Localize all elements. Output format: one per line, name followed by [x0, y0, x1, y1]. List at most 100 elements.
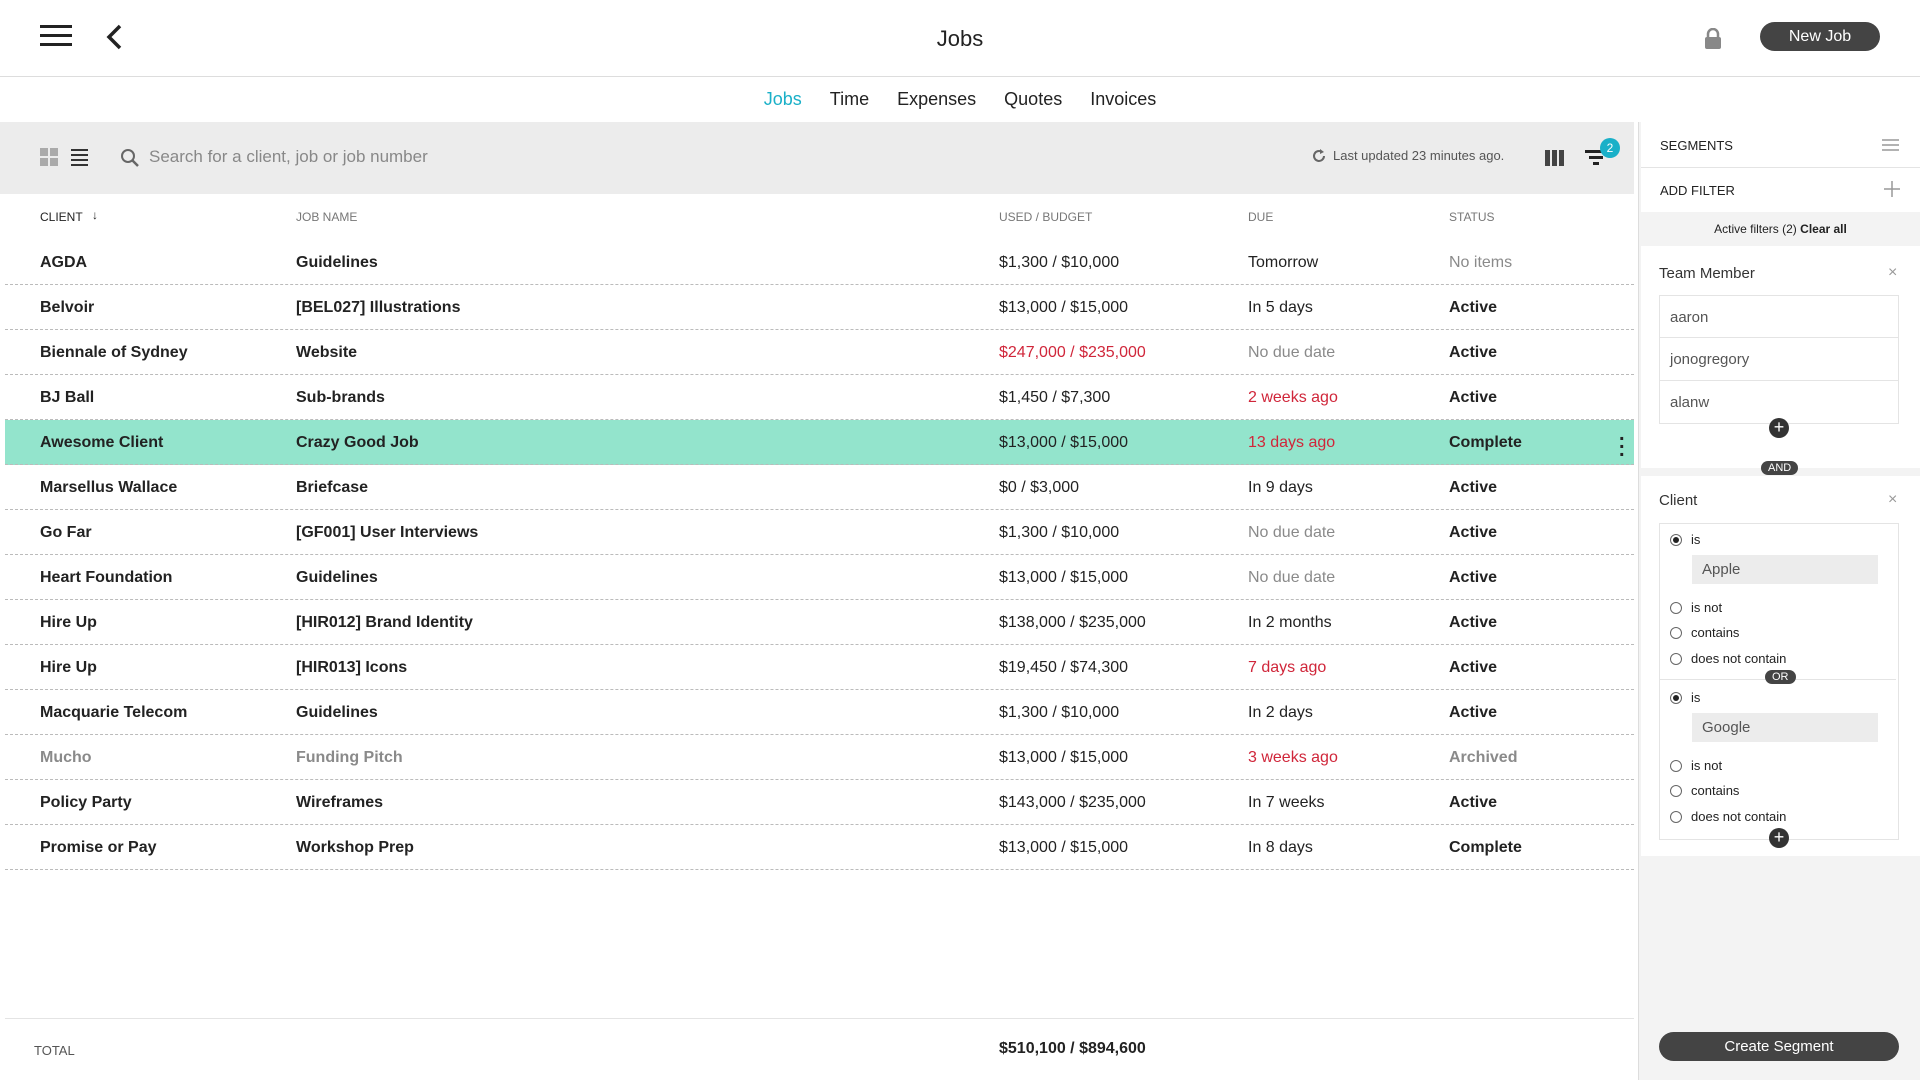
radio[interactable]: [1670, 760, 1682, 772]
table-row[interactable]: Heart Foundation Guidelines $13,000 / $15,…: [5, 555, 1634, 600]
radio[interactable]: [1670, 653, 1682, 665]
column-header[interactable]: STATUS: [1449, 210, 1495, 224]
cell: Guidelines: [296, 704, 378, 721]
column-header[interactable]: DUE: [1248, 210, 1274, 224]
footer-divider: [5, 1018, 1634, 1019]
table-row[interactable]: AGDA Guidelines $1,300 / $10,000 Tomorrow No…: [5, 240, 1634, 285]
column-header[interactable]: JOB NAME: [296, 210, 358, 224]
option-label[interactable]: does not contain: [1691, 809, 1787, 824]
add-filter-label[interactable]: ADD FILTER: [1660, 183, 1735, 198]
radio[interactable]: [1670, 627, 1682, 639]
cell: Active: [1449, 614, 1498, 631]
search-input[interactable]: Search for a client, job or job number: [149, 147, 428, 166]
tab[interactable]: Expenses: [897, 88, 977, 109]
radio[interactable]: [1670, 534, 1682, 546]
table-row[interactable]: Macquarie Telecom Guidelines $1,300 / $10,…: [5, 690, 1634, 735]
cell: Active: [1449, 794, 1498, 811]
tab-bar: Jobs Time Expenses Quotes Invoices: [0, 76, 1920, 122]
table-row[interactable]: Hire Up [HIR012] Brand Identity $138,000 /…: [5, 600, 1634, 645]
table-row[interactable]: Go Far [GF001] User Interviews $1,300 / $1…: [5, 510, 1634, 555]
value-input[interactable]: Apple: [1692, 555, 1878, 584]
cell: 13 days ago: [1248, 434, 1336, 451]
option-label[interactable]: is: [1691, 690, 1701, 705]
tab[interactable]: Invoices: [1090, 88, 1157, 109]
row-menu[interactable]: ...: [1619, 423, 1625, 461]
member: jonogregory: [1659, 338, 1899, 381]
option-label[interactable]: contains: [1691, 625, 1740, 640]
active-filters-count: Active filters (2): [1714, 222, 1797, 236]
table-row[interactable]: BJ Ball Sub-brands $1,450 / $7,300 2 weeks …: [5, 375, 1634, 420]
radio[interactable]: [1670, 692, 1682, 704]
cell: $13,000 / $15,000: [999, 434, 1129, 451]
cell: Active: [1449, 704, 1498, 721]
table-row[interactable]: Belvoir [BEL027] Illustrations $13,000 / $…: [5, 285, 1634, 330]
clear-all[interactable]: Clear all: [1800, 222, 1847, 236]
cell: Macquarie Telecom: [40, 704, 188, 721]
view-toggle[interactable]: [40, 148, 90, 168]
option-label[interactable]: does not contain: [1691, 651, 1787, 666]
cell: Complete: [1449, 434, 1522, 451]
search-icon: [121, 149, 139, 167]
table-row[interactable]: Hire Up [HIR013] Icons $19,450 / $74,300 7 …: [5, 645, 1634, 690]
remove-filter[interactable]: ×: [1888, 491, 1898, 508]
value-input[interactable]: Google: [1692, 713, 1878, 742]
active-filters: Active filters (2) Clear all: [1641, 222, 1920, 236]
create-segment-button[interactable]: Create Segment: [1659, 1032, 1899, 1061]
tab[interactable]: Quotes: [1004, 88, 1063, 109]
page-title: Jobs: [936, 26, 984, 51]
filter-badge: 2: [1600, 138, 1620, 158]
back-icon[interactable]: [104, 24, 124, 50]
cell: Active: [1449, 659, 1498, 676]
cell: $1,300 / $10,000: [999, 254, 1120, 271]
radio[interactable]: [1670, 785, 1682, 797]
menu-icon[interactable]: [40, 25, 72, 47]
cell: Workshop Prep: [296, 839, 414, 856]
cell: $13,000 / $15,000: [999, 839, 1129, 856]
cell: Guidelines: [296, 569, 378, 586]
table-row[interactable]: Promise or Pay Workshop Prep $13,000 / $15…: [5, 825, 1634, 870]
cell: Biennale of Sydney: [40, 344, 188, 361]
column-header[interactable]: CLIENT: [40, 210, 83, 224]
column-header[interactable]: USED / BUDGET: [999, 210, 1093, 224]
lock-icon[interactable]: [1704, 28, 1722, 50]
table-row[interactable]: Marsellus Wallace Briefcase $0 / $3,000 In …: [5, 465, 1634, 510]
cell: Active: [1449, 479, 1498, 496]
option-label[interactable]: is: [1691, 532, 1701, 547]
cell: AGDA: [40, 254, 88, 271]
cell: Go Far: [40, 524, 92, 541]
cell: [HIR013] Icons: [296, 659, 408, 676]
add-member[interactable]: +: [1769, 418, 1789, 438]
cell: Active: [1449, 524, 1498, 541]
cell: Active: [1449, 569, 1498, 586]
member-list: aaron jonogregory alanw: [1659, 295, 1899, 424]
cell: $13,000 / $15,000: [999, 749, 1129, 766]
jobs-table: CLIENT JOB NAME USED / BUDGET DUE STATUS ↓ AGD…: [0, 194, 1634, 1080]
table-row[interactable]: Policy Party Wireframes $143,000 / $235,00…: [5, 780, 1634, 825]
tab[interactable]: Time: [829, 88, 870, 109]
columns-icon[interactable]: [1545, 150, 1565, 166]
option-label[interactable]: is not: [1691, 600, 1723, 615]
tab[interactable]: Jobs: [763, 88, 802, 109]
cell: [GF001] User Interviews: [296, 524, 479, 541]
remove-filter[interactable]: ×: [1888, 264, 1898, 281]
option-label[interactable]: contains: [1691, 783, 1740, 798]
sort-arrow[interactable]: ↓: [92, 208, 98, 222]
team-member-title: Team Member: [1659, 265, 1755, 282]
cell: Mucho: [40, 749, 92, 766]
cell: Promise or Pay: [40, 839, 157, 856]
add-condition[interactable]: +: [1769, 828, 1789, 848]
table-row[interactable]: Biennale of Sydney Website $247,000 / $235…: [5, 330, 1634, 375]
radio[interactable]: [1670, 811, 1682, 823]
table-row[interactable]: Awesome Client Crazy Good Job $13,000 / $1…: [5, 420, 1634, 465]
cell: Active: [1449, 344, 1498, 361]
filter-icon[interactable]: [1585, 150, 1607, 166]
segments-icon[interactable]: [1882, 138, 1899, 152]
add-filter-icon[interactable]: [1884, 181, 1900, 197]
radio[interactable]: [1670, 602, 1682, 614]
option-label[interactable]: is not: [1691, 758, 1723, 773]
table-row[interactable]: Mucho Funding Pitch $13,000 / $15,000 3 wee…: [5, 735, 1634, 780]
and-pill: AND: [1761, 461, 1799, 475]
new-job-button[interactable]: New Job: [1760, 22, 1880, 51]
or-pill: OR: [1765, 670, 1796, 684]
refresh-icon[interactable]: [1311, 148, 1327, 164]
